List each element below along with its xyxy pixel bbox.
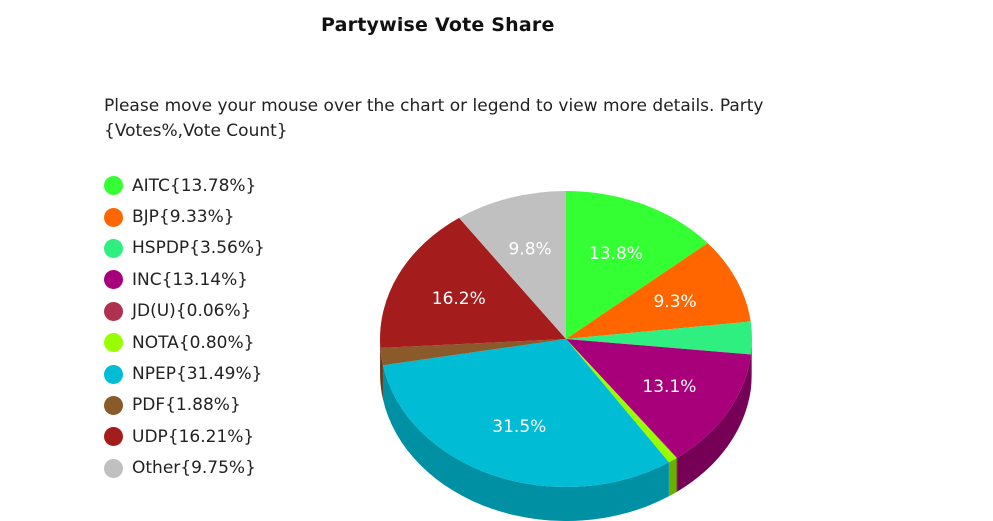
legend-label: NOTA{0.80%} xyxy=(132,332,255,353)
legend-item-other[interactable]: Other{9.75%} xyxy=(104,453,344,484)
legend-item-jdu[interactable]: JD(U){0.06%} xyxy=(104,296,344,327)
pie-side-pdf xyxy=(380,347,383,400)
legend-item-npep[interactable]: NPEP{31.49%} xyxy=(104,358,344,389)
legend-label: AITC{13.78%} xyxy=(132,175,257,196)
chart-legend: AITC{13.78%} BJP{9.33%} HSPDP{3.56%} INC{13… xyxy=(104,170,344,484)
legend-swatch xyxy=(104,207,123,227)
legend-item-inc[interactable]: INC{13.14%} xyxy=(104,264,344,295)
legend-swatch xyxy=(104,270,123,290)
legend-swatch xyxy=(104,395,123,415)
pie-slice-udp[interactable] xyxy=(380,217,566,348)
legend-label: NPEP{31.49%} xyxy=(132,364,263,385)
legend-swatch xyxy=(104,301,123,321)
legend-item-pdf[interactable]: PDF{1.88%} xyxy=(104,390,344,421)
slice-label: 31.5% xyxy=(492,417,546,437)
pie-slice-bjp[interactable] xyxy=(566,243,751,339)
legend-item-hspdp[interactable]: HSPDP{3.56%} xyxy=(104,233,344,264)
legend-label: UDP{16.21%} xyxy=(132,426,255,447)
pie-slice-other[interactable] xyxy=(459,191,566,339)
legend-swatch xyxy=(104,333,123,353)
pie-slice-npep[interactable] xyxy=(382,339,669,488)
pie-side-jdu xyxy=(676,457,678,493)
slice-label: 13.1% xyxy=(642,377,696,397)
legend-label: HSPDP{3.56%} xyxy=(132,238,265,259)
legend-label: INC{13.14%} xyxy=(132,269,249,290)
pie-side-nota xyxy=(668,458,677,497)
chart-title: Partywise Vote Share xyxy=(321,14,555,36)
legend-item-nota[interactable]: NOTA{0.80%} xyxy=(104,327,344,358)
legend-swatch xyxy=(104,458,123,478)
pie-slice-nota[interactable] xyxy=(566,339,677,463)
pie-slice-inc[interactable] xyxy=(566,339,751,458)
legend-item-udp[interactable]: UDP{16.21%} xyxy=(104,421,344,452)
pie-slice-jdu[interactable] xyxy=(566,339,678,459)
slice-label: 9.3% xyxy=(653,292,696,312)
pie-side-inc xyxy=(677,354,751,492)
pie-side-hspdp xyxy=(750,339,753,389)
legend-item-bjp[interactable]: BJP{9.33%} xyxy=(104,201,344,232)
slice-label: 9.8% xyxy=(508,240,551,260)
slice-label: 13.8% xyxy=(589,244,643,264)
legend-swatch xyxy=(104,364,123,384)
legend-label: BJP{9.33%} xyxy=(132,207,235,228)
pie-side-npep xyxy=(382,365,669,521)
pie-slice-pdf[interactable] xyxy=(380,339,566,366)
slice-label: 16.2% xyxy=(432,289,486,309)
legend-label: Other{9.75%} xyxy=(132,458,256,479)
chart-instructions: Please move your mouse over the chart or… xyxy=(104,96,764,141)
pie-slice-hspdp[interactable] xyxy=(566,321,753,355)
legend-swatch xyxy=(104,238,123,258)
pie-slice-aitc[interactable] xyxy=(566,191,708,339)
legend-label: JD(U){0.06%} xyxy=(132,301,252,322)
legend-swatch xyxy=(104,427,123,447)
legend-item-aitc[interactable]: AITC{13.78%} xyxy=(104,170,344,201)
legend-label: PDF{1.88%} xyxy=(132,395,241,416)
legend-swatch xyxy=(104,176,123,196)
